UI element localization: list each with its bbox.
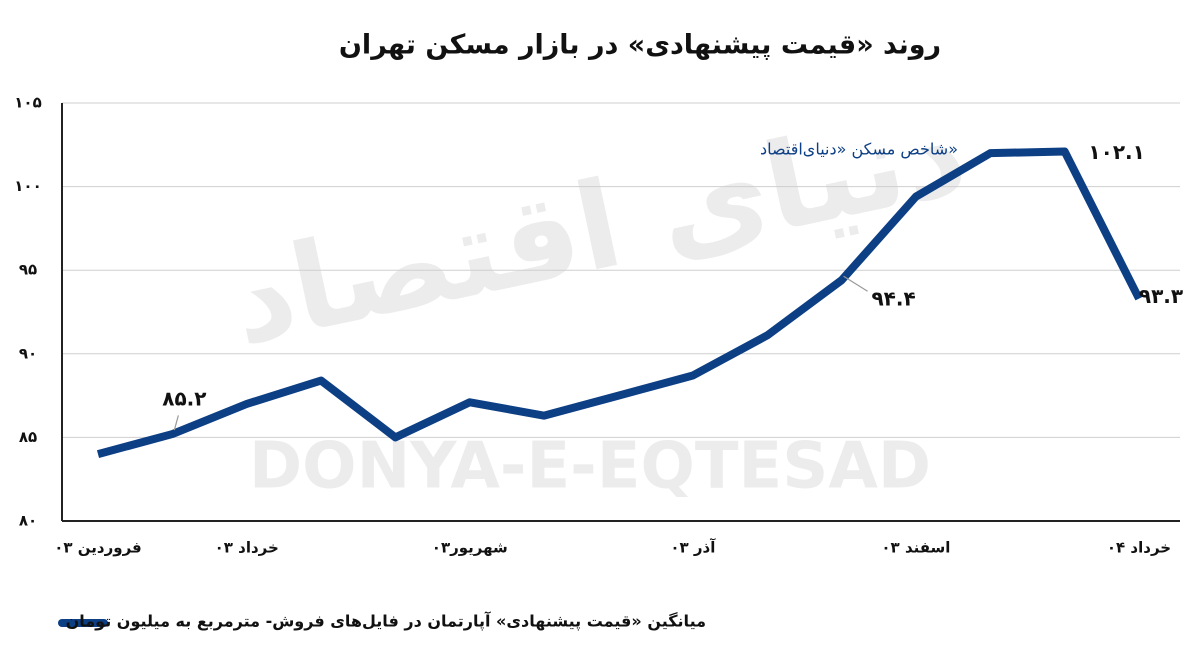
x-tick-label: فروردین ۰۳ xyxy=(54,539,141,557)
watermark: DONYA-E-EQTESAD xyxy=(249,430,931,504)
legend-label: میانگین «قیمت پیشنهادی» آپارتمان در فایل… xyxy=(66,611,706,632)
x-tick-label: آذر ۰۳ xyxy=(670,539,716,557)
y-tick-label: ۱۰۵ xyxy=(14,94,41,112)
data-label: ۹۳.۳ xyxy=(1139,284,1183,308)
data-label: ۸۵.۲ xyxy=(162,387,206,411)
leader-line xyxy=(173,415,179,431)
y-tick-label: ۸۰ xyxy=(19,512,37,530)
x-tick-label: شهریور۰۳ xyxy=(432,539,508,557)
data-label: ۹۴.۴ xyxy=(871,287,915,311)
y-tick-label: ۱۰۰ xyxy=(14,177,41,195)
watermark-fa: دنیای اقتصاد xyxy=(219,82,978,373)
x-tick-label: اسفند ۰۳ xyxy=(881,539,950,557)
annotation: شاخص مسکن «دنیای‌اقتصاد» xyxy=(760,140,958,160)
x-tick-label: خرداد ۰۳ xyxy=(215,539,279,557)
series-line xyxy=(96,147,1143,458)
chart-title: روند «قیمت پیشنهادی» در بازار مسکن تهران xyxy=(339,30,941,61)
leader-line xyxy=(843,275,868,292)
data-label: ۱۰۲.۱ xyxy=(1088,140,1144,164)
x-tick-label: خرداد ۰۴ xyxy=(1107,539,1171,557)
y-tick-label: ۸۵ xyxy=(19,428,37,446)
plot-area: ۸۰ ۸۵ ۹۰ ۹۵ ۱۰۰ ۱۰۵ فروردین ۰۳ خرداد ۰۳ شهریور۰۳… xyxy=(14,94,1183,557)
y-tick-label: ۹۰ xyxy=(19,344,37,362)
y-tick-label: ۹۵ xyxy=(19,261,37,279)
